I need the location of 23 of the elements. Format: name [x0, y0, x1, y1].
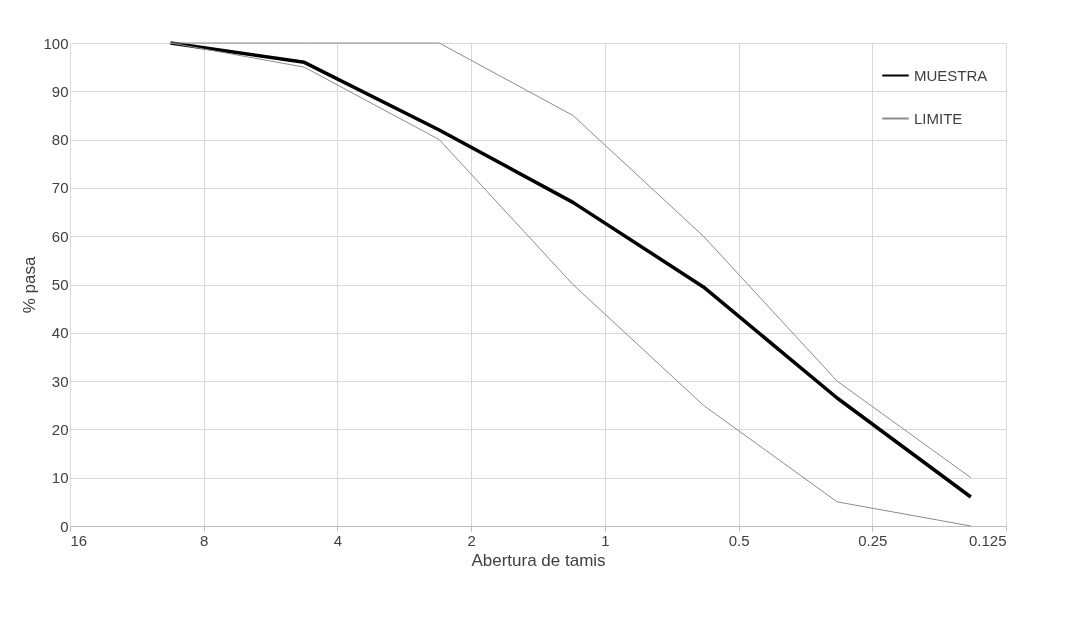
- y-tick-label: 40: [51, 324, 69, 342]
- y-tick-label: 60: [51, 227, 69, 245]
- legend-label: MUESTRA: [914, 66, 988, 84]
- y-tick-label: 30: [51, 372, 69, 390]
- x-tick-label: 0.25: [858, 531, 888, 549]
- y-tick-label: 50: [51, 276, 69, 293]
- y-tick-label: 90: [51, 82, 69, 100]
- legend-label: LIMITE: [914, 109, 963, 127]
- x-axis-title: Abertura de tamis: [471, 550, 606, 570]
- y-tick-label: 80: [51, 131, 69, 149]
- x-tick-label: 0.125: [968, 531, 1007, 549]
- x-tick-label: 16: [70, 531, 88, 549]
- x-tick-label: 8: [200, 531, 209, 549]
- y-tick-label: 100: [43, 34, 69, 52]
- x-tick-label: 1: [601, 531, 610, 549]
- y-axis-title: % pasa: [20, 256, 40, 314]
- x-tick-label: 4: [333, 531, 343, 549]
- y-tick-label: 10: [51, 469, 69, 487]
- y-tick-label: 70: [51, 179, 69, 197]
- x-tick-label: 0.5: [728, 531, 750, 549]
- y-tick-label: 0: [60, 517, 69, 535]
- x-tick-label: 2: [467, 531, 476, 549]
- y-tick-label: 20: [51, 420, 69, 438]
